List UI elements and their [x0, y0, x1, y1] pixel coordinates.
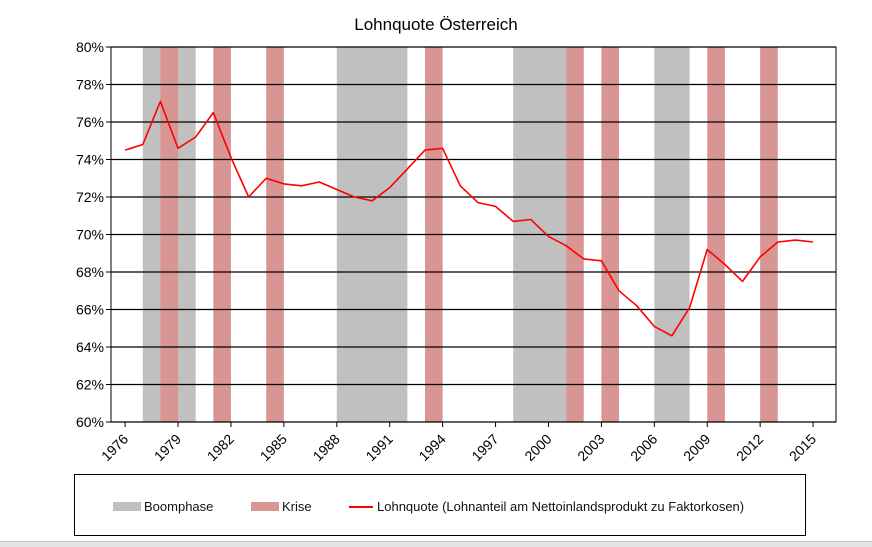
x-tick-label-2012: 2012	[733, 431, 766, 464]
x-tick-label-1985: 1985	[257, 431, 290, 464]
y-tick-label-64: 64%	[76, 339, 104, 355]
x-tick-label-1988: 1988	[310, 431, 343, 464]
x-tick-label-1997: 1997	[468, 431, 501, 464]
x-tick-label-2003: 2003	[574, 431, 607, 464]
x-tick-label-2000: 2000	[521, 431, 554, 464]
chart-svg: Lohnquote Österreich 60% 62% 64% 66% 68% 70% 7…	[76, 15, 837, 464]
legend-label-boom: Boomphase	[144, 499, 214, 514]
series-group	[124, 100, 814, 337]
legend-swatch-crisis	[251, 502, 279, 511]
y-tick-label-68: 68%	[76, 264, 104, 280]
y-tick-label-74: 74%	[76, 152, 104, 168]
legend-item-boom: Boomphase	[113, 499, 213, 514]
x-axis-ticks: 1976 1979 1982 1985 1988 1991 1994 1997 2000 2003…	[98, 422, 819, 464]
series-line-0	[124, 100, 814, 337]
legend-swatch-line	[349, 505, 373, 508]
y-tick-label-78: 78%	[76, 77, 104, 93]
y-tick-label-72: 72%	[76, 189, 104, 205]
legend-label-line: Lohnquote (Lohnanteil am Nettoinlandspro…	[377, 499, 745, 514]
x-tick-label-1976: 1976	[98, 431, 131, 464]
y-tick-label-70: 70%	[76, 227, 104, 243]
plot-border	[110, 46, 837, 423]
y-tick-label-66: 66%	[76, 302, 104, 318]
legend: Boomphase Krise Lohnquote (Lohnanteil am…	[74, 474, 806, 536]
y-tick-label-62: 62%	[76, 377, 104, 393]
y-tick-label-76: 76%	[76, 114, 104, 130]
x-tick-label-2015: 2015	[786, 431, 819, 464]
y-axis-ticks: 60% 62% 64% 66% 68% 70% 72% 74% 76% 78% 80%	[76, 39, 111, 430]
chart-title: Lohnquote Österreich	[354, 15, 518, 34]
legend-swatch-boom	[113, 502, 141, 511]
legend-label-crisis: Krise	[282, 499, 312, 514]
x-tick-label-1991: 1991	[362, 431, 395, 464]
x-tick-label-2006: 2006	[627, 431, 660, 464]
x-tick-label-2009: 2009	[680, 431, 713, 464]
x-tick-label-1982: 1982	[204, 431, 237, 464]
window-bottom-bar	[0, 541, 872, 547]
legend-item-line: Lohnquote (Lohnanteil am Nettoinlandspro…	[349, 499, 744, 514]
y-tick-label-60: 60%	[76, 414, 104, 430]
x-tick-label-1979: 1979	[151, 431, 184, 464]
y-tick-label-80: 80%	[76, 39, 104, 55]
legend-item-crisis: Krise	[251, 499, 312, 514]
x-tick-label-1994: 1994	[415, 431, 448, 464]
